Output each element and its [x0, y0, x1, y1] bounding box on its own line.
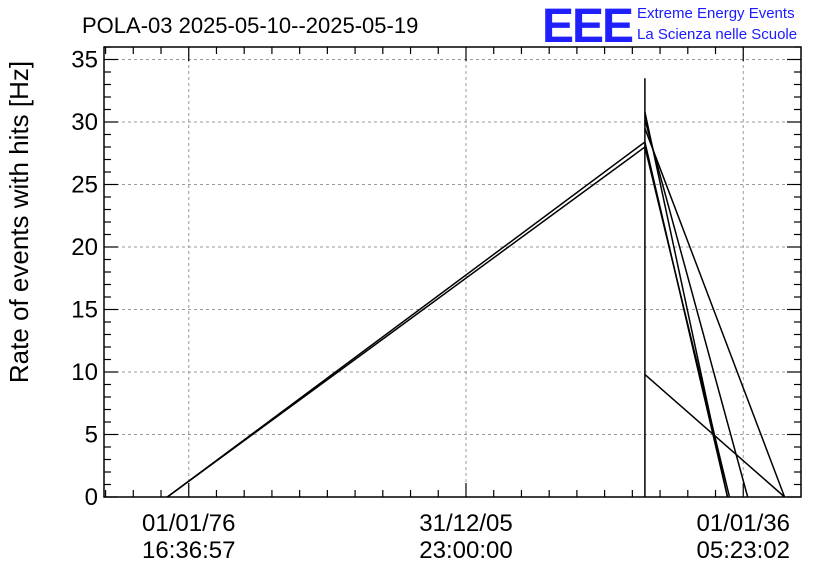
y-axis-label: Rate of events with hits [Hz]	[4, 61, 34, 383]
y-tick-label: 15	[71, 297, 98, 324]
x-tick-date-label: 01/01/36	[697, 510, 790, 537]
eee-logo-mark: EEE	[542, 0, 633, 53]
series-layer	[166, 78, 786, 498]
series-line-7	[644, 373, 786, 498]
grid	[104, 47, 801, 497]
series-line-5	[644, 119, 749, 498]
x-tick-time-label: 05:23:02	[697, 537, 790, 564]
x-tick-date-label: 01/01/76	[142, 510, 235, 537]
eee-logo: EEE Extreme Energy Events La Scienza nel…	[542, 0, 797, 53]
y-tick-label: 30	[71, 109, 98, 136]
y-tick-label: 5	[85, 422, 98, 449]
x-tick-date-label: 31/12/05	[419, 510, 512, 537]
eee-logo-line-1: Extreme Energy Events	[637, 5, 795, 22]
y-tick-label: 25	[71, 172, 98, 199]
chart-title: POLA-03 2025-05-10--2025-05-19	[82, 13, 418, 38]
x-tick-time-label: 23:00:00	[419, 537, 512, 564]
series-line-6	[644, 128, 786, 498]
plot-frame	[103, 46, 802, 498]
y-tick-label: 35	[71, 47, 98, 74]
y-tick-label: 20	[71, 234, 98, 261]
axis-ticks	[104, 46, 801, 498]
series-line-1	[166, 140, 729, 498]
y-tick-label: 10	[71, 359, 98, 386]
x-tick-time-label: 16:36:57	[142, 537, 235, 564]
eee-logo-line-2: La Scienza nelle Scuole	[637, 26, 797, 43]
series-line-4	[644, 111, 729, 498]
y-tick-label: 0	[85, 484, 98, 511]
